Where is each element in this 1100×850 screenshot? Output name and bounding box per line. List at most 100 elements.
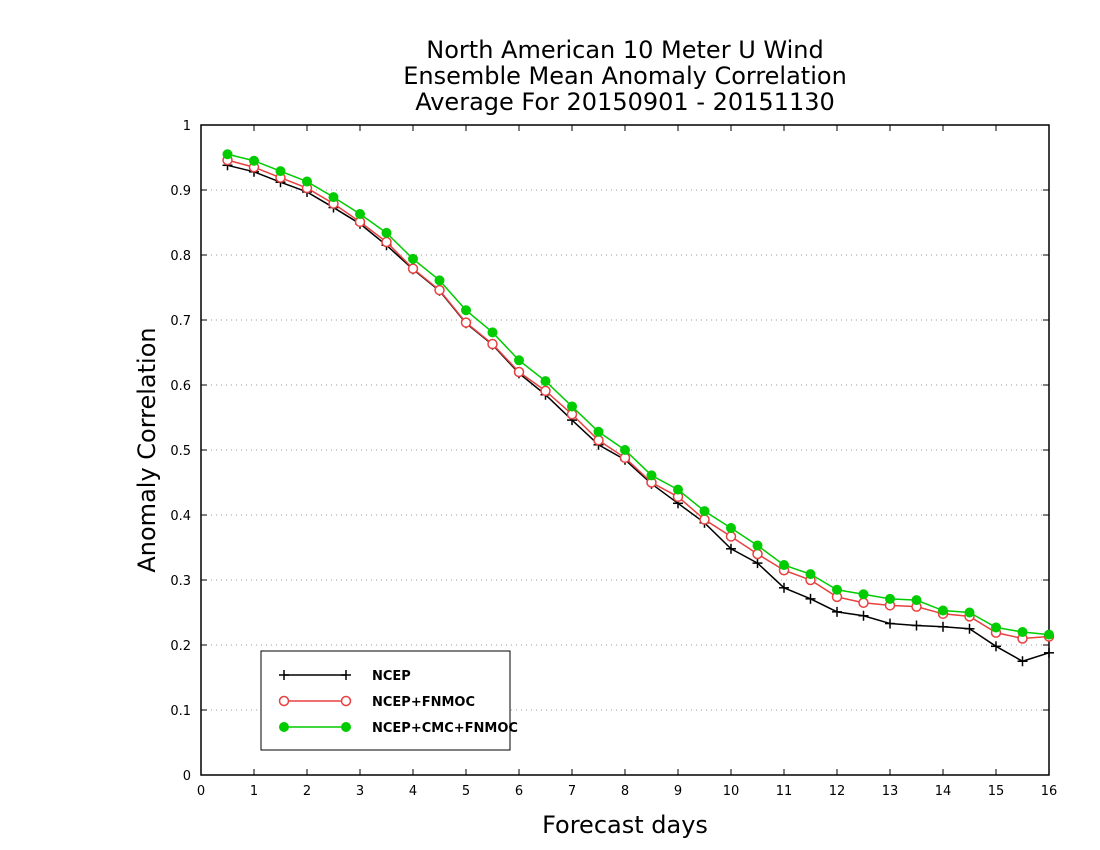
series-2-point-7 <box>408 253 418 264</box>
title-line-2: Ensemble Mean Anomaly Correlation <box>403 62 847 90</box>
x-tick-label-2: 2 <box>303 784 311 799</box>
y-tick-label-5: 0.5 <box>170 444 191 459</box>
series-2-point-26 <box>911 595 922 606</box>
x-tick-label-1: 1 <box>250 784 258 799</box>
y-tick-label-4: 0.4 <box>170 509 191 524</box>
series-1-point-18 <box>699 514 710 525</box>
series-2-point-25 <box>885 593 895 604</box>
series-0-point-26 <box>911 620 922 631</box>
series-0-point-27 <box>938 621 948 632</box>
chart-title: North American 10 Meter U Wind Ensemble … <box>403 36 847 116</box>
series-2-point-6 <box>381 227 392 238</box>
x-tick-label-8: 8 <box>621 784 629 799</box>
series-2-point-4 <box>328 192 339 203</box>
series-2-point-2 <box>275 166 286 177</box>
x-tick-label-14: 14 <box>935 784 952 799</box>
x-tick-label-13: 13 <box>882 784 899 799</box>
legend-item-2: NCEP+CMC+FNMOC <box>279 721 518 736</box>
series-0-point-30 <box>1017 656 1028 667</box>
y-tick-label-8: 0.8 <box>170 249 191 264</box>
x-tick-label-12: 12 <box>829 784 846 799</box>
series-2-point-8 <box>434 275 445 286</box>
series-1-point-6 <box>381 236 392 248</box>
series-line-1 <box>227 159 1050 640</box>
y-axis: 0 0.1 0.2 0.3 0.4 0.5 0.6 0.7 0.8 0.9 1 <box>170 119 1049 784</box>
series-1-point-20 <box>752 548 763 560</box>
x-tick-label-4: 4 <box>409 784 417 799</box>
series-2-point-31 <box>1044 629 1054 640</box>
series-2-point-1 <box>249 155 259 166</box>
legend-label-0: NCEP <box>372 669 411 684</box>
series-0-point-31 <box>1044 647 1054 658</box>
series-2-point-30 <box>1017 627 1028 637</box>
series-0-point-25 <box>885 618 895 629</box>
series-2-point-21 <box>779 560 789 571</box>
series-1-point-12 <box>540 385 551 397</box>
x-tick-label-11: 11 <box>776 784 793 799</box>
series-2-point-29 <box>991 622 1001 633</box>
y-tick-label-3: 0.3 <box>170 574 191 589</box>
y-tick-label-9: 0.9 <box>170 184 191 199</box>
x-tick-label-10: 10 <box>723 784 740 799</box>
series-layer <box>222 149 1055 667</box>
x-tick-label-7: 7 <box>568 784 576 799</box>
legend-marker-start-1 <box>278 695 290 707</box>
series-0-point-24 <box>858 610 869 621</box>
series-2-point-13 <box>567 401 577 412</box>
legend-marker-start-2 <box>279 722 289 732</box>
x-axis-label: Forecast days <box>542 811 708 839</box>
series-0-point-29 <box>991 641 1001 652</box>
series-0-point-20 <box>752 558 763 569</box>
legend-label-2: NCEP+CMC+FNMOC <box>372 721 518 736</box>
series-2-point-15 <box>620 445 630 455</box>
series-1-point-24 <box>858 597 869 608</box>
series-1-point-19 <box>725 531 737 542</box>
series-1-point-9 <box>460 317 472 328</box>
series-2-point-17 <box>673 484 683 495</box>
series-1-point-11 <box>513 366 525 378</box>
series-1 <box>222 154 1055 644</box>
legend-label-1: NCEP+FNMOC <box>372 695 475 710</box>
legend-marker-start-0 <box>279 670 289 680</box>
y-tick-label-6: 0.6 <box>170 379 191 394</box>
series-1-point-10 <box>487 338 498 350</box>
series-2-point-20 <box>752 540 763 551</box>
y-tick-label-2: 0.2 <box>170 639 191 654</box>
series-1-point-7 <box>407 263 419 274</box>
x-tick-label-15: 15 <box>988 784 1005 799</box>
title-line-3: Average For 20150901 - 20151130 <box>415 88 835 116</box>
series-2 <box>222 149 1054 640</box>
legend-marker-end-0 <box>341 670 351 680</box>
series-2-point-5 <box>355 209 365 220</box>
series-2-point-10 <box>487 327 498 338</box>
title-line-1: North American 10 Meter U Wind <box>426 36 823 64</box>
x-axis: 0 1 2 3 4 5 6 7 8 9 10 11 12 13 14 15 16 <box>197 125 1057 799</box>
series-2-point-23 <box>832 584 842 595</box>
series-0-point-22 <box>805 593 816 604</box>
x-tick-label-6: 6 <box>515 784 523 799</box>
legend-marker-end-1 <box>340 695 352 707</box>
y-tick-label-0: 0 <box>183 769 191 784</box>
series-2-point-3 <box>302 176 312 187</box>
series-2-point-19 <box>726 523 736 533</box>
series-2-point-28 <box>964 607 975 618</box>
series-1-point-8 <box>434 284 445 296</box>
x-tick-label-16: 16 <box>1041 784 1058 799</box>
legend-item-0: NCEP <box>279 669 411 684</box>
y-tick-label-1: 0.1 <box>170 704 191 719</box>
series-1-point-14 <box>593 435 604 446</box>
series-2-point-0 <box>222 149 233 160</box>
series-2-point-12 <box>540 376 551 387</box>
series-2-point-22 <box>805 569 816 580</box>
series-2-point-9 <box>461 305 471 316</box>
x-tick-label-9: 9 <box>674 784 682 799</box>
series-0-point-19 <box>726 543 736 554</box>
x-tick-label-0: 0 <box>197 784 205 799</box>
series-2-point-18 <box>699 506 710 517</box>
series-line-0 <box>227 164 1050 663</box>
legend-marker-end-2 <box>341 722 351 732</box>
series-0-point-23 <box>832 606 842 617</box>
series-2-point-11 <box>514 355 524 366</box>
series-line-2 <box>227 153 1050 636</box>
